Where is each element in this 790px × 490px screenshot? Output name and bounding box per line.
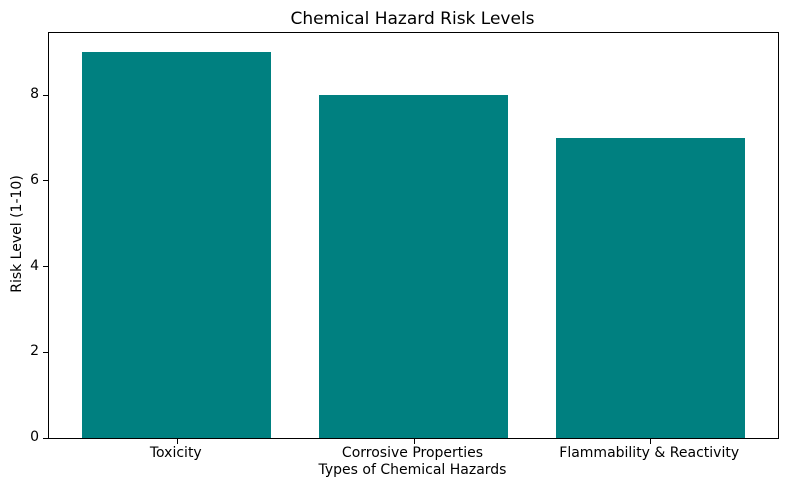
y-tick-mark — [43, 351, 48, 353]
y-tick-mark — [43, 94, 48, 96]
y-tick-label: 2 — [30, 343, 39, 360]
chart-title: Chemical Hazard Risk Levels — [290, 9, 535, 29]
y-tick-label: 4 — [30, 257, 39, 274]
y-tick-label: 0 — [30, 429, 39, 445]
x-tick-label: Flammability & Reactivity — [559, 445, 740, 461]
x-tick-mark — [650, 439, 652, 444]
plot-area — [43, 32, 779, 444]
y-tick-label: 8 — [30, 86, 39, 103]
x-tick-label: Toxicity — [149, 445, 202, 461]
y-tick-mark — [43, 437, 48, 439]
y-tick-mark — [43, 180, 48, 182]
x-tick-mark — [176, 439, 178, 444]
bar — [555, 138, 745, 438]
y-tick-label: 6 — [30, 171, 39, 188]
x-axis-label: Types of Chemical Hazards — [318, 462, 507, 478]
y-tick-mark — [43, 266, 48, 268]
x-tick-label: Corrosive Properties — [341, 445, 484, 461]
bar — [318, 95, 509, 438]
y-axis-label: Risk Level (1-10) — [9, 175, 25, 293]
x-tick-mark — [413, 439, 415, 444]
bar — [82, 52, 272, 438]
